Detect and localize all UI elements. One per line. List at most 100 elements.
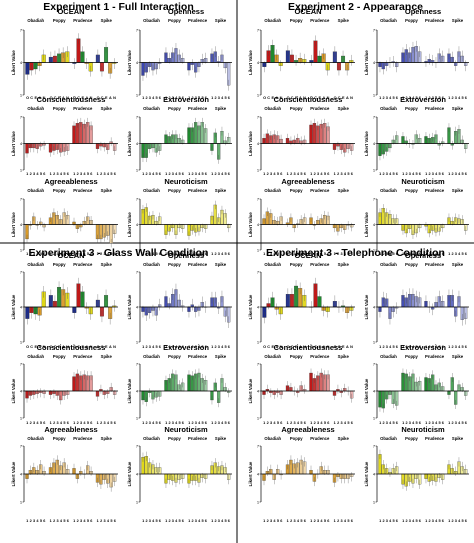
panel-title: Agreeableness: [44, 425, 97, 434]
x-tick-label: 2: [405, 172, 407, 176]
x-tick-label: 4: [221, 519, 224, 523]
x-tick-label: 6: [205, 345, 207, 349]
x-tick-label: A: [322, 345, 325, 349]
x-tick-label: 2: [145, 519, 147, 523]
character-label: Prudence: [73, 436, 93, 441]
x-tick-label: 3: [432, 421, 434, 425]
y-tick-label: 1: [136, 247, 139, 252]
x-tick-label: O: [97, 345, 100, 349]
x-tick-label: 4: [435, 96, 438, 100]
x-tick-label: 3: [195, 421, 197, 425]
x-tick-label: 3: [317, 172, 319, 176]
x-tick-label: 3: [386, 172, 388, 176]
x-tick-label: 2: [77, 519, 79, 523]
x-tick-label: O: [310, 345, 313, 349]
x-tick-label: 2: [405, 519, 407, 523]
character-label: Obadiah: [264, 262, 281, 267]
x-tick-label: 6: [159, 252, 161, 256]
experiment-title: Experiment 2 - Appearance: [288, 1, 423, 13]
x-tick-label: 5: [347, 172, 349, 176]
x-tick-label: 3: [80, 421, 82, 425]
y-axis-label: Likert Value: [127, 378, 132, 403]
x-tick-label: 4: [198, 421, 201, 425]
y-tick-label: 7: [20, 196, 23, 201]
x-tick-label: 2: [77, 421, 79, 425]
y-tick-label: 7: [136, 27, 139, 32]
character-label: Obadiah: [380, 18, 397, 23]
x-tick-label: O: [26, 345, 29, 349]
x-tick-label: 6: [182, 172, 184, 176]
x-tick-label: 2: [428, 96, 430, 100]
x-tick-label: 1: [287, 421, 289, 425]
x-tick-label: 2: [405, 252, 407, 256]
character-label: Prudence: [310, 262, 330, 267]
x-tick-label: 5: [461, 96, 463, 100]
x-tick-label: 5: [277, 519, 279, 523]
x-tick-label: 5: [461, 345, 463, 349]
y-tick-label: 1: [136, 167, 139, 172]
character-label: Prudence: [310, 354, 330, 359]
y-tick-label: 1: [373, 339, 376, 344]
character-label: Prudence: [73, 188, 93, 193]
x-tick-label: 1: [188, 421, 190, 425]
x-tick-label: 2: [168, 172, 170, 176]
x-tick-label: 6: [304, 172, 306, 176]
x-tick-label: 2: [382, 519, 384, 523]
x-tick-label: 4: [175, 519, 178, 523]
x-tick-label: 2: [337, 519, 339, 523]
x-tick-label: 3: [455, 345, 457, 349]
x-tick-label: 6: [43, 421, 45, 425]
x-tick-label: 5: [392, 345, 394, 349]
x-tick-label: 4: [273, 252, 276, 256]
x-tick-label: 6: [90, 172, 92, 176]
y-tick-label: 1: [257, 92, 260, 97]
x-tick-label: 4: [297, 519, 300, 523]
x-tick-label: 3: [317, 421, 319, 425]
y-tick-label: 1: [136, 339, 139, 344]
x-tick-label: 6: [419, 96, 421, 100]
character-label: Prudence: [73, 106, 93, 111]
panel-title: Openness: [405, 251, 441, 260]
character-label: Prudence: [188, 18, 208, 23]
x-tick-label: 1: [211, 252, 213, 256]
x-tick-label: 3: [293, 252, 295, 256]
x-tick-label: C: [101, 96, 104, 100]
x-tick-label: 6: [351, 421, 353, 425]
x-tick-label: 3: [432, 519, 434, 523]
x-tick-label: 2: [428, 345, 430, 349]
x-tick-label: 5: [63, 172, 65, 176]
x-tick-label: 5: [300, 252, 302, 256]
x-tick-label: 2: [267, 252, 269, 256]
x-tick-label: 4: [458, 252, 461, 256]
y-tick-label: 7: [373, 443, 376, 448]
x-tick-label: 5: [461, 519, 463, 523]
y-tick-label: 7: [136, 443, 139, 448]
x-tick-label: 6: [396, 96, 398, 100]
character-label: Spike: [338, 106, 350, 111]
x-tick-label: 4: [320, 421, 323, 425]
x-tick-label: 6: [90, 519, 92, 523]
x-tick-label: 6: [114, 172, 116, 176]
character-label: Prudence: [188, 188, 208, 193]
x-tick-label: 1: [402, 421, 404, 425]
x-tick-label: 6: [228, 252, 230, 256]
x-tick-label: 5: [438, 172, 440, 176]
x-tick-label: 6: [90, 252, 92, 256]
x-tick-label: 5: [438, 519, 440, 523]
x-tick-label: 6: [442, 172, 444, 176]
character-label: Prudence: [188, 106, 208, 111]
x-tick-label: 4: [198, 252, 201, 256]
x-tick-label: 2: [191, 519, 193, 523]
character-label: Obadiah: [27, 18, 44, 23]
y-tick-label: 7: [136, 114, 139, 119]
x-tick-label: 1: [379, 252, 381, 256]
x-tick-label: 3: [317, 252, 319, 256]
y-tick-label: 4: [136, 304, 139, 309]
y-tick-label: 1: [136, 499, 139, 504]
x-tick-label: 6: [90, 421, 92, 425]
x-tick-label: 5: [110, 252, 112, 256]
x-tick-label: 4: [412, 252, 415, 256]
x-tick-label: 1: [263, 421, 265, 425]
x-tick-label: 6: [43, 519, 45, 523]
panel-title: Neuroticism: [164, 177, 208, 186]
